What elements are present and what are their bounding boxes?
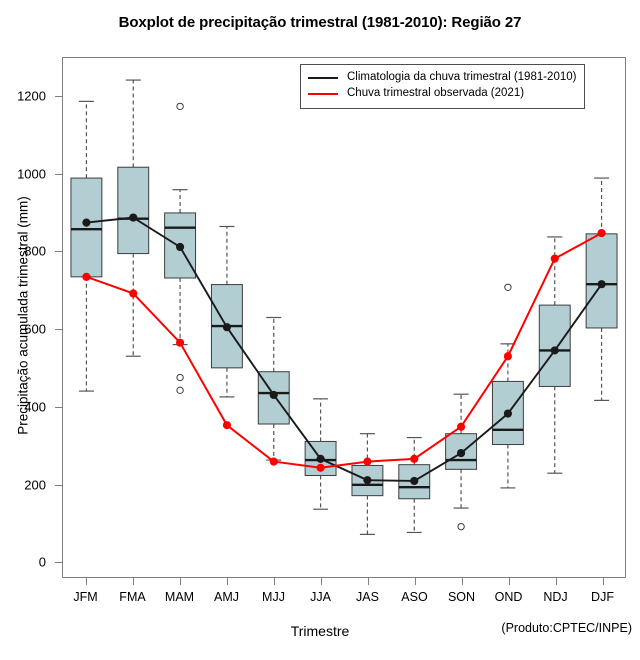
series-point: [597, 280, 606, 289]
series-point: [363, 476, 372, 485]
series-point: [597, 228, 606, 238]
y-tick-mark: [55, 406, 62, 408]
x-tick-label-mjj: MJJ: [262, 590, 285, 604]
series-point: [550, 346, 559, 355]
series-point: [363, 457, 372, 466]
boxplot-ndj: [538, 236, 571, 474]
y-tick-label: 200: [24, 477, 46, 493]
legend-label-climatology: Climatologia da chuva trimestral (1981-2…: [347, 71, 577, 84]
y-tick-mark: [55, 329, 62, 331]
box-iqr: [585, 233, 618, 329]
series-point: [503, 352, 513, 361]
x-tick-label-jfm: JFM: [73, 590, 98, 604]
x-tick-mark: [461, 578, 463, 585]
x-tick-label-djf: DJF: [591, 590, 614, 604]
legend-entry-climatology: Climatologia da chuva trimestral (1981-2…: [308, 70, 576, 86]
y-tick-mark: [55, 484, 62, 486]
series-point: [82, 272, 91, 281]
x-tick-label-fma: FMA: [119, 590, 146, 604]
x-tick-mark: [273, 578, 275, 585]
boxplot-jfm: [70, 100, 103, 392]
chart-title: Boxplot de precipitação trimestral (1981…: [118, 14, 522, 31]
boxplot-djf: [585, 177, 618, 401]
boxplot-ond: [491, 283, 524, 489]
plot-frame: [62, 57, 626, 578]
boxplot-jja: [304, 398, 337, 510]
series-line: [86, 216, 603, 482]
plot-canvas: [70, 79, 618, 535]
x-tick-mark: [85, 578, 87, 585]
boxplot-amj: [210, 225, 243, 398]
outlier-point: [176, 102, 184, 111]
series-point: [175, 338, 185, 347]
boxplot-mjj: [257, 316, 290, 461]
x-tick-label-ond: OND: [494, 590, 523, 604]
x-tick-label-aso: ASO: [401, 590, 428, 604]
series-point: [222, 323, 232, 332]
series-point: [410, 476, 419, 486]
series-observed: [82, 228, 606, 472]
series-point: [222, 421, 232, 430]
producer-annotation: (Produto:CPTEC/INPE): [501, 621, 632, 635]
box-iqr: [491, 380, 524, 446]
series-point: [269, 390, 278, 400]
x-axis-title: Trimestre: [290, 623, 350, 639]
series-point: [456, 422, 466, 431]
series-point: [550, 254, 559, 263]
y-tick-mark: [55, 562, 62, 564]
x-tick-mark: [320, 578, 322, 585]
x-tick-mark: [367, 578, 369, 585]
y-tick-label: 400: [24, 399, 46, 415]
x-tick-mark: [226, 578, 228, 585]
x-tick-label-ndj: NDJ: [543, 590, 568, 604]
y-axis-tick-labels: 0 200 400 600 800 1000 1200: [0, 0, 46, 660]
y-tick-label: 1000: [17, 166, 46, 182]
series-point: [503, 409, 513, 418]
y-tick-label: 600: [24, 321, 46, 337]
x-tick-label-son: SON: [447, 590, 476, 604]
x-tick-mark: [179, 578, 181, 585]
x-tick-mark: [602, 578, 604, 585]
series-point: [175, 242, 185, 252]
legend-swatch-observed: [308, 93, 338, 95]
boxplot-son: [445, 393, 478, 531]
y-tick-label: 800: [24, 243, 46, 259]
outlier-point: [457, 522, 465, 531]
y-tick-mark: [55, 95, 62, 97]
series-point: [456, 448, 466, 458]
outlier-point: [176, 373, 184, 382]
series-line: [86, 232, 603, 469]
series-climatology: [82, 213, 606, 486]
box-iqr: [538, 304, 571, 387]
y-tick-mark: [55, 251, 62, 253]
x-tick-label-jas: JAS: [356, 590, 379, 604]
x-tick-mark: [555, 578, 557, 585]
series-point: [82, 218, 91, 227]
x-tick-mark: [508, 578, 510, 585]
x-tick-mark: [132, 578, 134, 585]
legend-label-observed: Chuva trimestral observada (2021): [347, 87, 525, 100]
chart-legend: Climatologia da chuva trimestral (1981-2…: [300, 64, 586, 109]
series-point: [269, 457, 278, 466]
legend-swatch-climatology: [308, 77, 338, 79]
outlier-point: [504, 283, 512, 291]
x-tick-mark: [414, 578, 416, 585]
series-point: [410, 454, 419, 463]
legend-entry-observed: Chuva trimestral observada (2021): [308, 86, 576, 102]
box-iqr: [117, 166, 150, 255]
series-point: [129, 213, 138, 222]
series-point: [316, 463, 325, 472]
y-tick-label: 0: [38, 554, 46, 570]
y-tick-label: 1200: [17, 88, 46, 104]
series-point: [129, 289, 138, 298]
outlier-point: [176, 386, 184, 395]
box-iqr: [70, 177, 103, 278]
y-tick-mark: [55, 173, 62, 175]
series-point: [316, 454, 325, 463]
x-tick-label-amj: AMJ: [214, 590, 239, 604]
y-axis-title: Precipitação acumulada trimestral (mm): [15, 196, 31, 435]
x-tick-label-mam: MAM: [164, 590, 195, 604]
x-tick-label-jja: JJA: [310, 590, 331, 604]
